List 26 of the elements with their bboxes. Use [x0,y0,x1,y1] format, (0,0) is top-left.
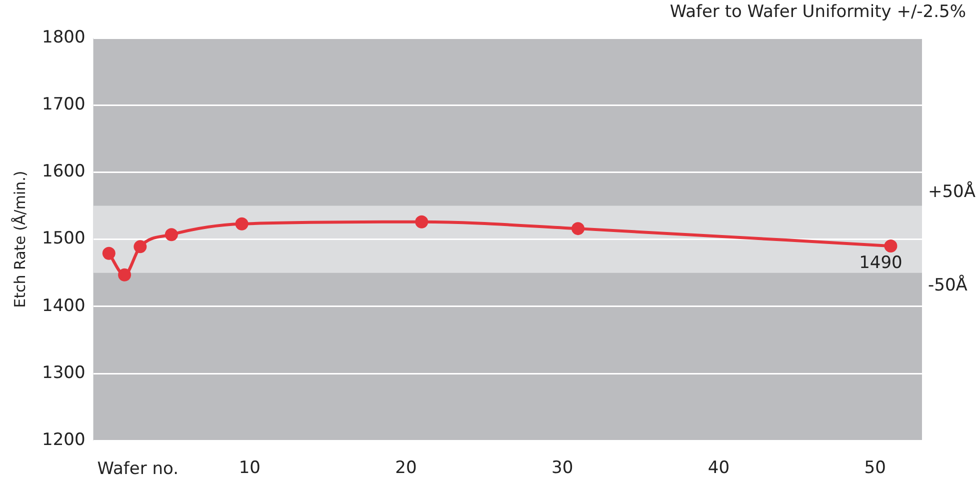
point [164,228,178,242]
x-tick-label: 30 [552,458,574,478]
point [102,246,116,260]
x-tick-label: 20 [395,458,417,478]
chart-title: Wafer to Wafer Uniformity +/-2.5% [670,2,966,22]
y-tick-label: 1800 [42,27,86,48]
band-label: -50Å [928,274,968,296]
y-axis-title: Etch Rate (Å/min.) [10,170,29,308]
x-tick-label: 50 [864,458,886,478]
y-tick-label: 1700 [42,94,86,115]
point [235,217,248,230]
point [118,268,132,282]
point [571,222,584,236]
point [134,240,147,254]
x-tick-label: 40 [708,458,730,478]
band-label: +50Å [928,181,976,202]
point [415,215,428,228]
y-tick-label: 1500 [42,228,86,249]
point [884,240,898,253]
y-tick-label: 1400 [42,296,86,316]
x-tick-label: 10 [238,458,260,478]
y-tick-label: 1200 [42,430,86,450]
y-tick-label: 1300 [42,362,86,383]
y-tick-label: 1600 [42,162,86,182]
x-axis-title: Wafer no. [97,459,179,480]
data-label: 1490 [859,252,902,273]
